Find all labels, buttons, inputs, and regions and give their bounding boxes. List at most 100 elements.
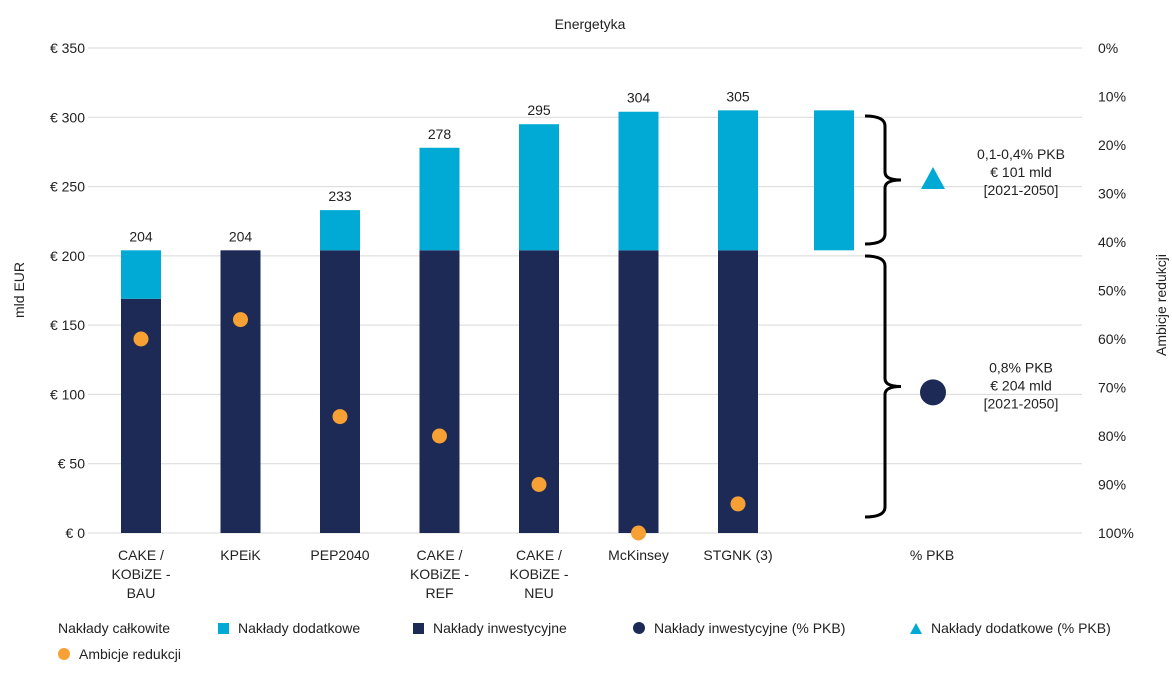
y2-axis-ticks: 0% 10% 20% 30% 40% 50% 60% 70% 80% 90% 100% bbox=[1098, 40, 1134, 541]
legend-square-swatch bbox=[218, 622, 229, 634]
pkb-circle-marker bbox=[920, 379, 946, 406]
x-tick-line: KOBiZE - bbox=[410, 566, 469, 582]
legend-label: Nakłady inwestycyjne (% PKB) bbox=[654, 620, 846, 636]
reduction-dot bbox=[531, 477, 547, 492]
x-tick-line: % PKB bbox=[910, 547, 954, 563]
bar-additional bbox=[718, 110, 758, 251]
bar-investment bbox=[220, 250, 261, 534]
x-tick-line: KPEiK bbox=[220, 547, 261, 563]
y-tick-label: € 350 bbox=[50, 40, 85, 56]
bar-investment bbox=[718, 250, 758, 534]
bar-additional bbox=[618, 111, 659, 251]
y2-tick-label: 90% bbox=[1098, 477, 1126, 493]
total-labels: 204 204 233 278 295 304 305 bbox=[129, 88, 750, 244]
x-tick-line: STGNK (3) bbox=[703, 547, 772, 563]
y-tick-label: € 150 bbox=[50, 317, 85, 333]
pkb-annotation-line: 0,1-0,4% PKB bbox=[977, 146, 1065, 162]
x-tick-line: CAKE / bbox=[417, 547, 463, 563]
x-tick-line: BAU bbox=[127, 585, 156, 601]
reduction-dot bbox=[432, 428, 447, 444]
y-tick-label: € 0 bbox=[66, 525, 86, 541]
legend-item: Ambicje redukcji bbox=[58, 646, 181, 662]
legend-circle-swatch bbox=[633, 622, 645, 634]
bar-additional bbox=[519, 124, 559, 251]
x-tick-label: STGNK (3) bbox=[703, 547, 772, 563]
y2-tick-label: 20% bbox=[1098, 137, 1126, 153]
total-label: 233 bbox=[328, 188, 352, 204]
x-tick-label: CAKE / KOBiZE - NEU bbox=[509, 547, 568, 601]
pkb-annotation-line: € 204 mld bbox=[990, 377, 1051, 393]
total-label: 204 bbox=[129, 228, 153, 244]
legend-square-swatch bbox=[413, 622, 424, 634]
reduction-dot bbox=[631, 525, 646, 541]
y2-tick-label: 10% bbox=[1098, 89, 1126, 105]
y-tick-label: € 250 bbox=[50, 179, 85, 195]
bar-investment bbox=[320, 250, 360, 534]
y-tick-label: € 300 bbox=[50, 109, 85, 125]
x-tick-line: KOBiZE - bbox=[111, 566, 170, 582]
pkb-annotation-line: 0,8% PKB bbox=[989, 359, 1053, 375]
reduction-dot bbox=[133, 331, 149, 347]
legend-label: Nakłady dodatkowe (% PKB) bbox=[931, 620, 1111, 636]
pkb-annotation-line: [2021-2050] bbox=[984, 395, 1059, 411]
legend-label: Ambicje redukcji bbox=[79, 646, 181, 662]
y2-tick-label: 30% bbox=[1098, 186, 1126, 202]
pkb-annotations: 0,1-0,4% PKB € 101 mld [2021-2050]0,8% PKB… bbox=[814, 110, 1065, 519]
y-axis-label: mld EUR bbox=[11, 262, 27, 318]
brace-additional bbox=[864, 114, 902, 246]
legend-item: Nakłady całkowite bbox=[58, 620, 170, 636]
y2-tick-label: 80% bbox=[1098, 428, 1126, 444]
y2-tick-label: 100% bbox=[1098, 525, 1134, 541]
x-tick-line: REF bbox=[426, 585, 454, 601]
bar-investment bbox=[618, 250, 659, 534]
x-tick-line: CAKE / bbox=[516, 547, 562, 563]
pkb-annotation-line: [2021-2050] bbox=[984, 182, 1059, 198]
x-tick-line: NEU bbox=[524, 585, 554, 601]
total-label: 295 bbox=[527, 102, 551, 118]
legend-item: Nakłady inwestycyjne (% PKB) bbox=[633, 620, 845, 636]
bar-investment bbox=[419, 250, 460, 534]
x-tick-line: McKinsey bbox=[608, 547, 669, 563]
x-tick-label: CAKE / KOBiZE - BAU bbox=[111, 547, 170, 601]
total-label: 204 bbox=[229, 228, 253, 244]
pkb-annotation-text: 0,1-0,4% PKB € 101 mld [2021-2050] bbox=[977, 146, 1065, 198]
chart-canvas: Energetyka € 0€ 50€ 100€ 150€ 200€ 250€ … bbox=[11, 16, 1169, 601]
reduction-dot bbox=[332, 409, 348, 425]
pkb-triangle-marker bbox=[921, 166, 945, 189]
pkb-bar bbox=[814, 110, 854, 251]
bar-additional bbox=[419, 147, 460, 251]
total-label: 304 bbox=[627, 90, 651, 106]
x-tick-label: McKinsey bbox=[608, 547, 669, 563]
reduction-dot bbox=[233, 312, 248, 328]
total-label: 305 bbox=[726, 88, 750, 104]
y2-tick-label: 0% bbox=[1098, 40, 1118, 56]
y2-tick-label: 50% bbox=[1098, 283, 1126, 299]
y2-axis-label: Ambicje redukcji bbox=[1153, 254, 1169, 356]
pkb-annotation-text: 0,8% PKB € 204 mld [2021-2050] bbox=[984, 359, 1059, 411]
legend-label: Nakłady dodatkowe bbox=[238, 620, 361, 636]
x-tick-line: CAKE / bbox=[118, 547, 164, 563]
total-label: 278 bbox=[428, 126, 452, 142]
bars bbox=[121, 110, 758, 534]
y-tick-label: € 50 bbox=[58, 456, 85, 472]
y-tick-label: € 100 bbox=[50, 386, 85, 402]
y2-tick-label: 40% bbox=[1098, 234, 1126, 250]
bar-additional bbox=[121, 250, 161, 299]
x-tick-line: PEP2040 bbox=[310, 547, 369, 563]
legend-circle-swatch bbox=[58, 648, 70, 660]
pkb-annotation-line: € 101 mld bbox=[990, 164, 1051, 180]
y-tick-label: € 200 bbox=[50, 248, 85, 264]
x-tick-label: CAKE / KOBiZE - REF bbox=[410, 547, 469, 601]
legend-item: Nakłady inwestycyjne bbox=[413, 620, 567, 636]
legend-item: Nakłady dodatkowe bbox=[218, 620, 360, 636]
y-axis-ticks: € 0 € 50 € 100 € 150 € 200 € 250 € 300 € 350 bbox=[50, 40, 85, 541]
x-tick-label: PEP2040 bbox=[310, 547, 369, 563]
y2-tick-label: 70% bbox=[1098, 380, 1126, 396]
legend-item: Nakłady dodatkowe (% PKB) bbox=[910, 620, 1111, 636]
brace-investment bbox=[864, 254, 902, 519]
reduction-dot bbox=[730, 496, 746, 512]
legend-label: Nakłady całkowite bbox=[58, 620, 171, 636]
bar-additional bbox=[320, 210, 360, 251]
x-axis-ticks: CAKE / KOBiZE - BAU KPEiK PEP2040 CAKE / KOBiZ… bbox=[111, 547, 954, 601]
x-tick-label: KPEiK bbox=[220, 547, 261, 563]
